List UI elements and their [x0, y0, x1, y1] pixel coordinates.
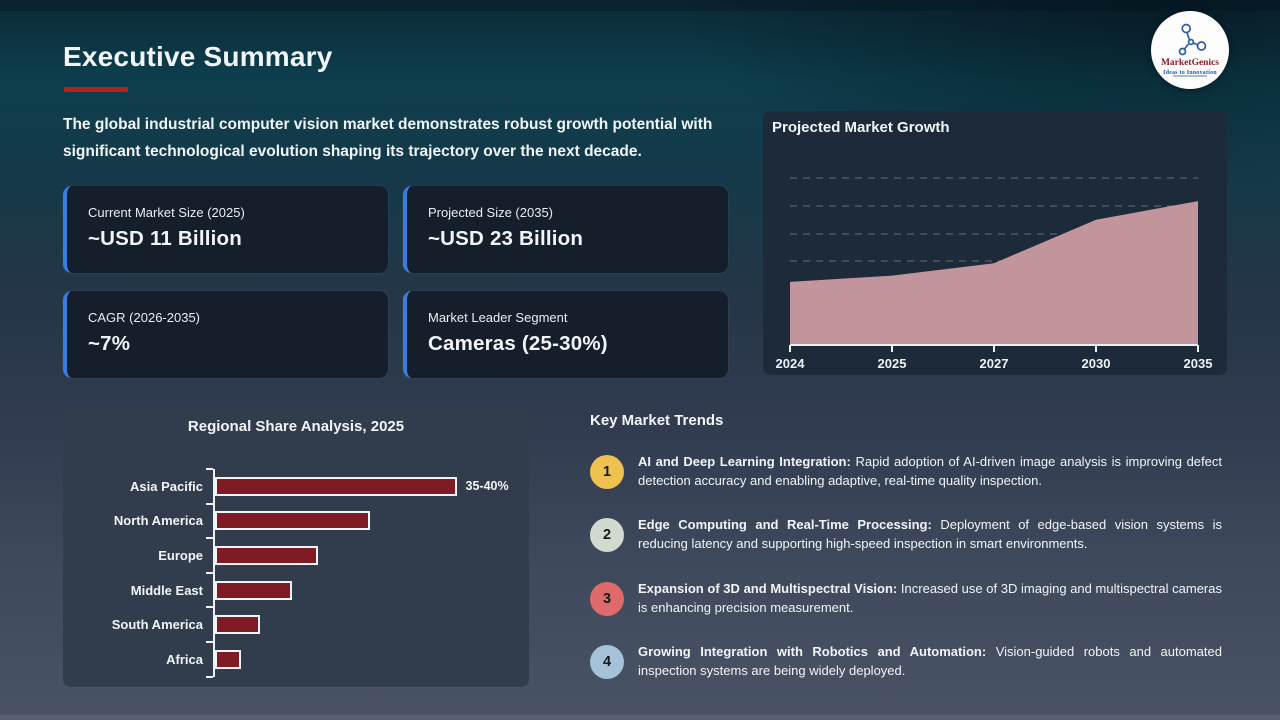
bar: [215, 476, 457, 496]
trend-item-3: 3 Expansion of 3D and Multispectral Visi…: [590, 580, 1222, 617]
stat-value: ~USD 11 Billion: [88, 227, 242, 250]
stat-card-cagr: CAGR (2026-2035) ~7%: [63, 291, 388, 378]
bar: [215, 649, 241, 669]
title-underline-accent: [64, 87, 128, 92]
trend-item-1: 1 AI and Deep Learning Integration: Rapi…: [590, 453, 1222, 490]
regional-chart-title: Regional Share Analysis, 2025: [187, 418, 405, 435]
bar-row: Africa: [63, 641, 529, 677]
stat-card-projected-size: Projected Size (2035) ~USD 23 Billion: [403, 186, 728, 273]
bar-track: [213, 503, 529, 539]
logo-name: MarketGenics: [1161, 58, 1219, 68]
growth-chart-title: Projected Market Growth: [772, 119, 950, 136]
trend-number-badge: 3: [590, 581, 624, 616]
bar-category-label: North America: [113, 513, 203, 529]
stat-label: Projected Size (2035): [428, 205, 554, 220]
axis-tick: [206, 571, 213, 574]
trend-body: Increased use of 3D imaging and multispe…: [638, 580, 1222, 615]
trend-number-badge: 4: [590, 645, 624, 680]
x-tick-label: 2030: [1082, 356, 1111, 371]
bottom-band: [0, 715, 1280, 720]
bar: [215, 545, 318, 565]
bar-category-label: Europe: [158, 547, 203, 563]
trend-item-4: 4 Growing Integration with Robotics and …: [590, 643, 1222, 680]
top-band: [0, 0, 1280, 11]
bar-data-label: 35-40%: [465, 479, 509, 494]
bar-row: Asia Pacific 35-40%: [63, 469, 529, 504]
regional-share-panel: Regional Share Analysis, 2025 Asia Pacif…: [63, 409, 529, 687]
trend-heading: AI and Deep Learning Integration:: [638, 454, 851, 469]
x-tick-label: 2035: [1184, 356, 1213, 371]
area-series: [790, 201, 1198, 344]
axis-tick: [206, 606, 213, 609]
axis-tick: [206, 468, 213, 470]
area-chart: 2024 2025 2027 2030 2035: [776, 177, 1213, 371]
bar-track: [213, 641, 529, 677]
axis-tick: [206, 675, 213, 678]
logo: MarketGenics Ideas to Innovation: [1151, 11, 1229, 89]
trend-heading: Expansion of 3D and Multispectral Vision…: [638, 580, 898, 596]
bar: [215, 511, 370, 531]
bar-row: Europe: [63, 538, 529, 573]
x-tick-label: 2025: [878, 356, 907, 371]
stat-label: Market Leader Segment: [428, 310, 568, 325]
trend-body: Vision-guided robots and automated inspe…: [638, 644, 1222, 679]
bar-track: [213, 607, 529, 642]
intro-text: The global industrial computer vision ma…: [63, 116, 713, 160]
trend-text: AI and Deep Learning Integration: Rapid …: [638, 453, 1222, 490]
stat-value: ~7%: [88, 332, 131, 355]
trend-number-badge: 2: [590, 518, 624, 553]
bar-track: 35-40%: [213, 469, 529, 504]
axis-tick: [206, 502, 213, 505]
bar: [215, 580, 293, 600]
key-market-trends: Key Market Trends 1 AI and Deep Learning…: [590, 412, 1222, 707]
stats-grid: Current Market Size (2025) ~USD 11 Billi…: [63, 186, 728, 378]
bar-chart: Asia Pacific 35-40% North America Europe Mid…: [63, 468, 529, 678]
bar-row: Middle East: [63, 572, 529, 608]
bar-track: [213, 572, 529, 608]
trend-number-badge: 1: [590, 454, 624, 489]
bar-category-label: Middle East: [130, 582, 203, 598]
bar: [215, 615, 261, 635]
stat-label: Current Market Size (2025): [88, 205, 245, 220]
trend-body: Rapid adoption of AI-driven image analys…: [638, 454, 1222, 488]
axis-tick: [206, 641, 213, 643]
trends-title: Key Market Trends: [590, 412, 724, 429]
trend-heading: Edge Computing and Real-Time Processing:: [638, 517, 932, 533]
market-growth-panel: Projected Market Growth 2024 2025 2027 2030…: [763, 111, 1227, 375]
bar-track: [213, 538, 529, 573]
trend-body: Deployment of edge-based vision systems …: [638, 517, 1223, 552]
trend-heading: Growing Integration with Robotics and Au…: [638, 644, 987, 660]
bar-row: South America: [63, 607, 529, 642]
stat-value: Cameras (25-30%): [428, 332, 608, 355]
trend-text: Edge Computing and Real-Time Processing:…: [638, 516, 1222, 553]
axis-tick: [206, 537, 213, 540]
x-tick-label: 2027: [980, 356, 1009, 371]
x-tick-label: 2024: [776, 356, 806, 371]
trend-text: Expansion of 3D and Multispectral Vision…: [638, 580, 1222, 617]
bar-category-label: Africa: [166, 651, 203, 667]
stat-card-current-size: Current Market Size (2025) ~USD 11 Billi…: [63, 186, 388, 273]
trend-item-2: 2 Edge Computing and Real-Time Processin…: [590, 516, 1222, 553]
bar-category-label: South America: [111, 617, 203, 633]
trend-text: Growing Integration with Robotics and Au…: [638, 643, 1222, 680]
logo-network-icon: [1178, 23, 1207, 56]
stat-card-leader-segment: Market Leader Segment Cameras (25-30%): [403, 291, 728, 378]
page-title: Executive Summary: [63, 41, 333, 72]
logo-tagline: Ideas to Innovation: [1163, 70, 1217, 76]
bar-row: North America: [63, 503, 529, 539]
stat-label: CAGR (2026-2035): [88, 310, 200, 325]
stat-value: ~USD 23 Billion: [428, 227, 584, 250]
logo-graphic: MarketGenics Ideas to Innovation: [1161, 23, 1219, 77]
bar-category-label: Asia Pacific: [130, 478, 203, 494]
